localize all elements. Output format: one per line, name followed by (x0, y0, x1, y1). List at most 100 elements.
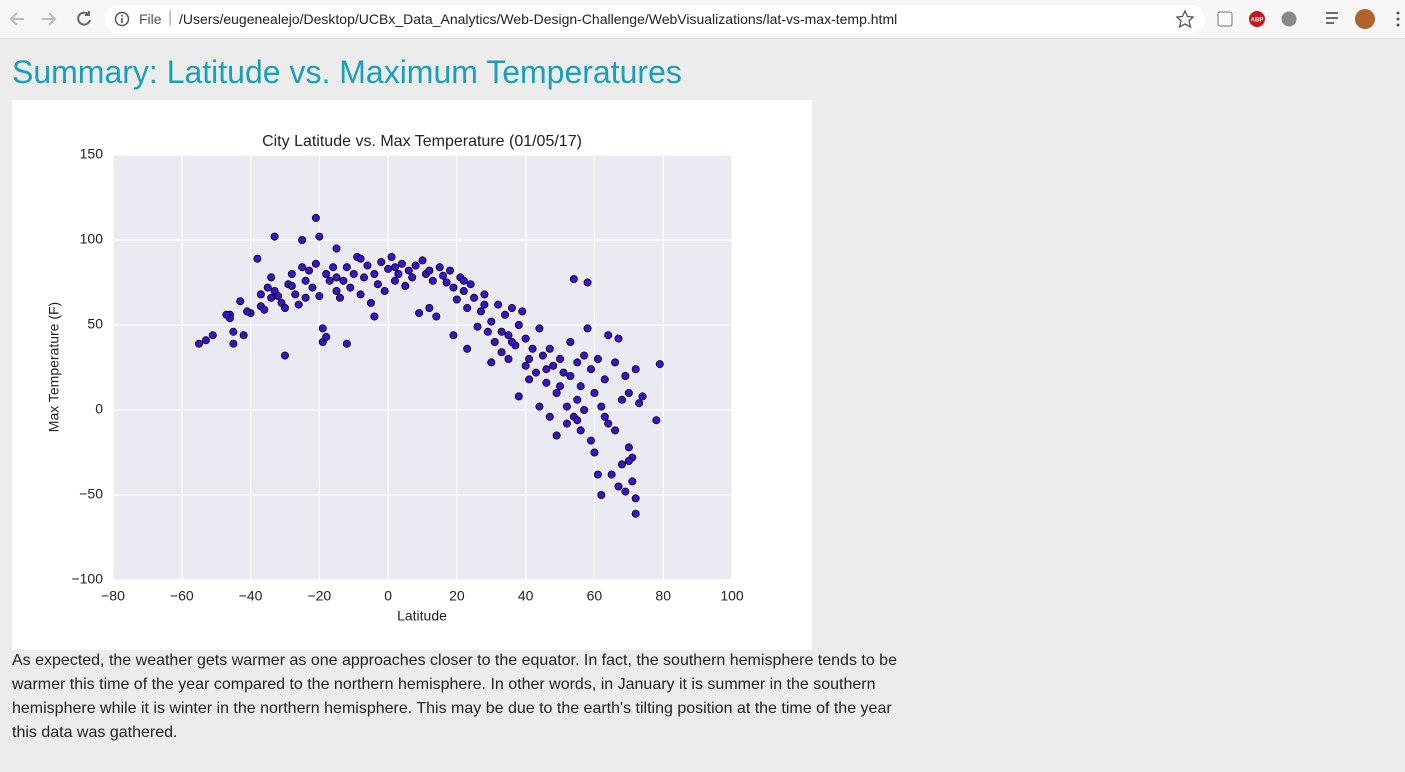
x-axis-label: Latitude (397, 608, 447, 624)
data-point (635, 399, 644, 408)
data-point (325, 276, 334, 285)
data-point (514, 320, 523, 329)
y-tick-label: 50 (87, 316, 103, 332)
data-point (638, 392, 647, 401)
data-point (559, 368, 568, 377)
data-point (624, 388, 633, 397)
file-label: File (139, 11, 162, 27)
data-point (552, 388, 561, 397)
data-point (349, 269, 358, 278)
y-tick-label: 0 (95, 401, 103, 417)
y-tick-label: −100 (71, 571, 103, 587)
data-point (280, 351, 289, 360)
x-tick-label: −40 (239, 588, 263, 604)
data-point (428, 276, 437, 285)
data-point (480, 300, 489, 309)
data-point (384, 264, 393, 273)
data-point (418, 256, 427, 265)
toolbar-icons[interactable]: ABP (1172, 0, 1402, 38)
x-tick-label: 0 (384, 588, 392, 604)
data-point (291, 290, 300, 299)
data-point (394, 269, 403, 278)
data-point (545, 412, 554, 421)
extension-label: ABP (1251, 18, 1264, 24)
data-point (480, 290, 489, 299)
data-point (356, 290, 365, 299)
data-point (366, 298, 375, 307)
data-point (201, 336, 210, 345)
data-point (587, 365, 596, 374)
data-point (318, 324, 327, 333)
data-point (287, 269, 296, 278)
url[interactable]: /Users/eugenealejo/Desktop/UCBx_Data_Ana… (179, 11, 898, 27)
data-point (346, 283, 355, 292)
plot-area (113, 155, 732, 580)
x-tick-label: 100 (720, 588, 744, 604)
heading: Summary: Latitude vs. Maximum Temperatur… (12, 54, 682, 90)
data-point (655, 360, 664, 369)
data-point (470, 293, 479, 302)
data-point (322, 269, 331, 278)
data-point (459, 276, 468, 285)
data-point (446, 266, 455, 275)
data-point (390, 263, 399, 272)
x-tick-label: 60 (587, 588, 603, 604)
data-point (363, 261, 372, 270)
data-point (308, 283, 317, 292)
data-point (621, 487, 630, 496)
data-point (387, 252, 396, 261)
data-point (435, 263, 444, 272)
data-point (576, 426, 585, 435)
data-point (425, 266, 434, 275)
data-point (342, 263, 351, 272)
data-point (256, 290, 265, 299)
data-point (552, 431, 561, 440)
data-point (521, 334, 530, 343)
address-bar[interactable] (105, 5, 1205, 33)
data-point (631, 365, 640, 374)
data-point (411, 261, 420, 270)
data-point (263, 283, 272, 292)
data-point (617, 395, 626, 404)
data-point (587, 436, 596, 445)
data-point (549, 361, 558, 370)
data-point (404, 266, 413, 275)
data-point (583, 278, 592, 287)
data-point (487, 358, 496, 367)
data-point (621, 371, 630, 380)
data-point (600, 375, 609, 384)
data-point (356, 254, 365, 263)
data-point (425, 303, 434, 312)
data-point (222, 310, 231, 319)
data-point (397, 259, 406, 268)
data-point (239, 331, 248, 340)
data-point (545, 344, 554, 353)
data-point (593, 354, 602, 363)
data-point (229, 339, 238, 348)
data-point (236, 297, 245, 306)
data-point (298, 263, 307, 272)
data-point (322, 332, 331, 341)
data-point (267, 273, 276, 282)
data-point (600, 412, 609, 421)
data-point (370, 269, 379, 278)
data-point (415, 309, 424, 318)
data-point (514, 392, 523, 401)
data-point (311, 259, 320, 268)
data-point (624, 456, 633, 465)
data-point (194, 339, 203, 348)
x-tick-label: 20 (449, 588, 465, 604)
data-point (528, 344, 537, 353)
data-point (373, 280, 382, 289)
data-point (459, 286, 468, 295)
info-icon[interactable] (114, 11, 130, 27)
data-point (556, 382, 565, 391)
data-point (590, 388, 599, 397)
data-point (390, 276, 399, 285)
data-point (298, 235, 307, 244)
data-point (315, 292, 324, 301)
nav-buttons[interactable] (0, 0, 100, 38)
chart-container: City Latitude vs. Max Temperature (01/05… (12, 100, 812, 650)
data-point (597, 490, 606, 499)
